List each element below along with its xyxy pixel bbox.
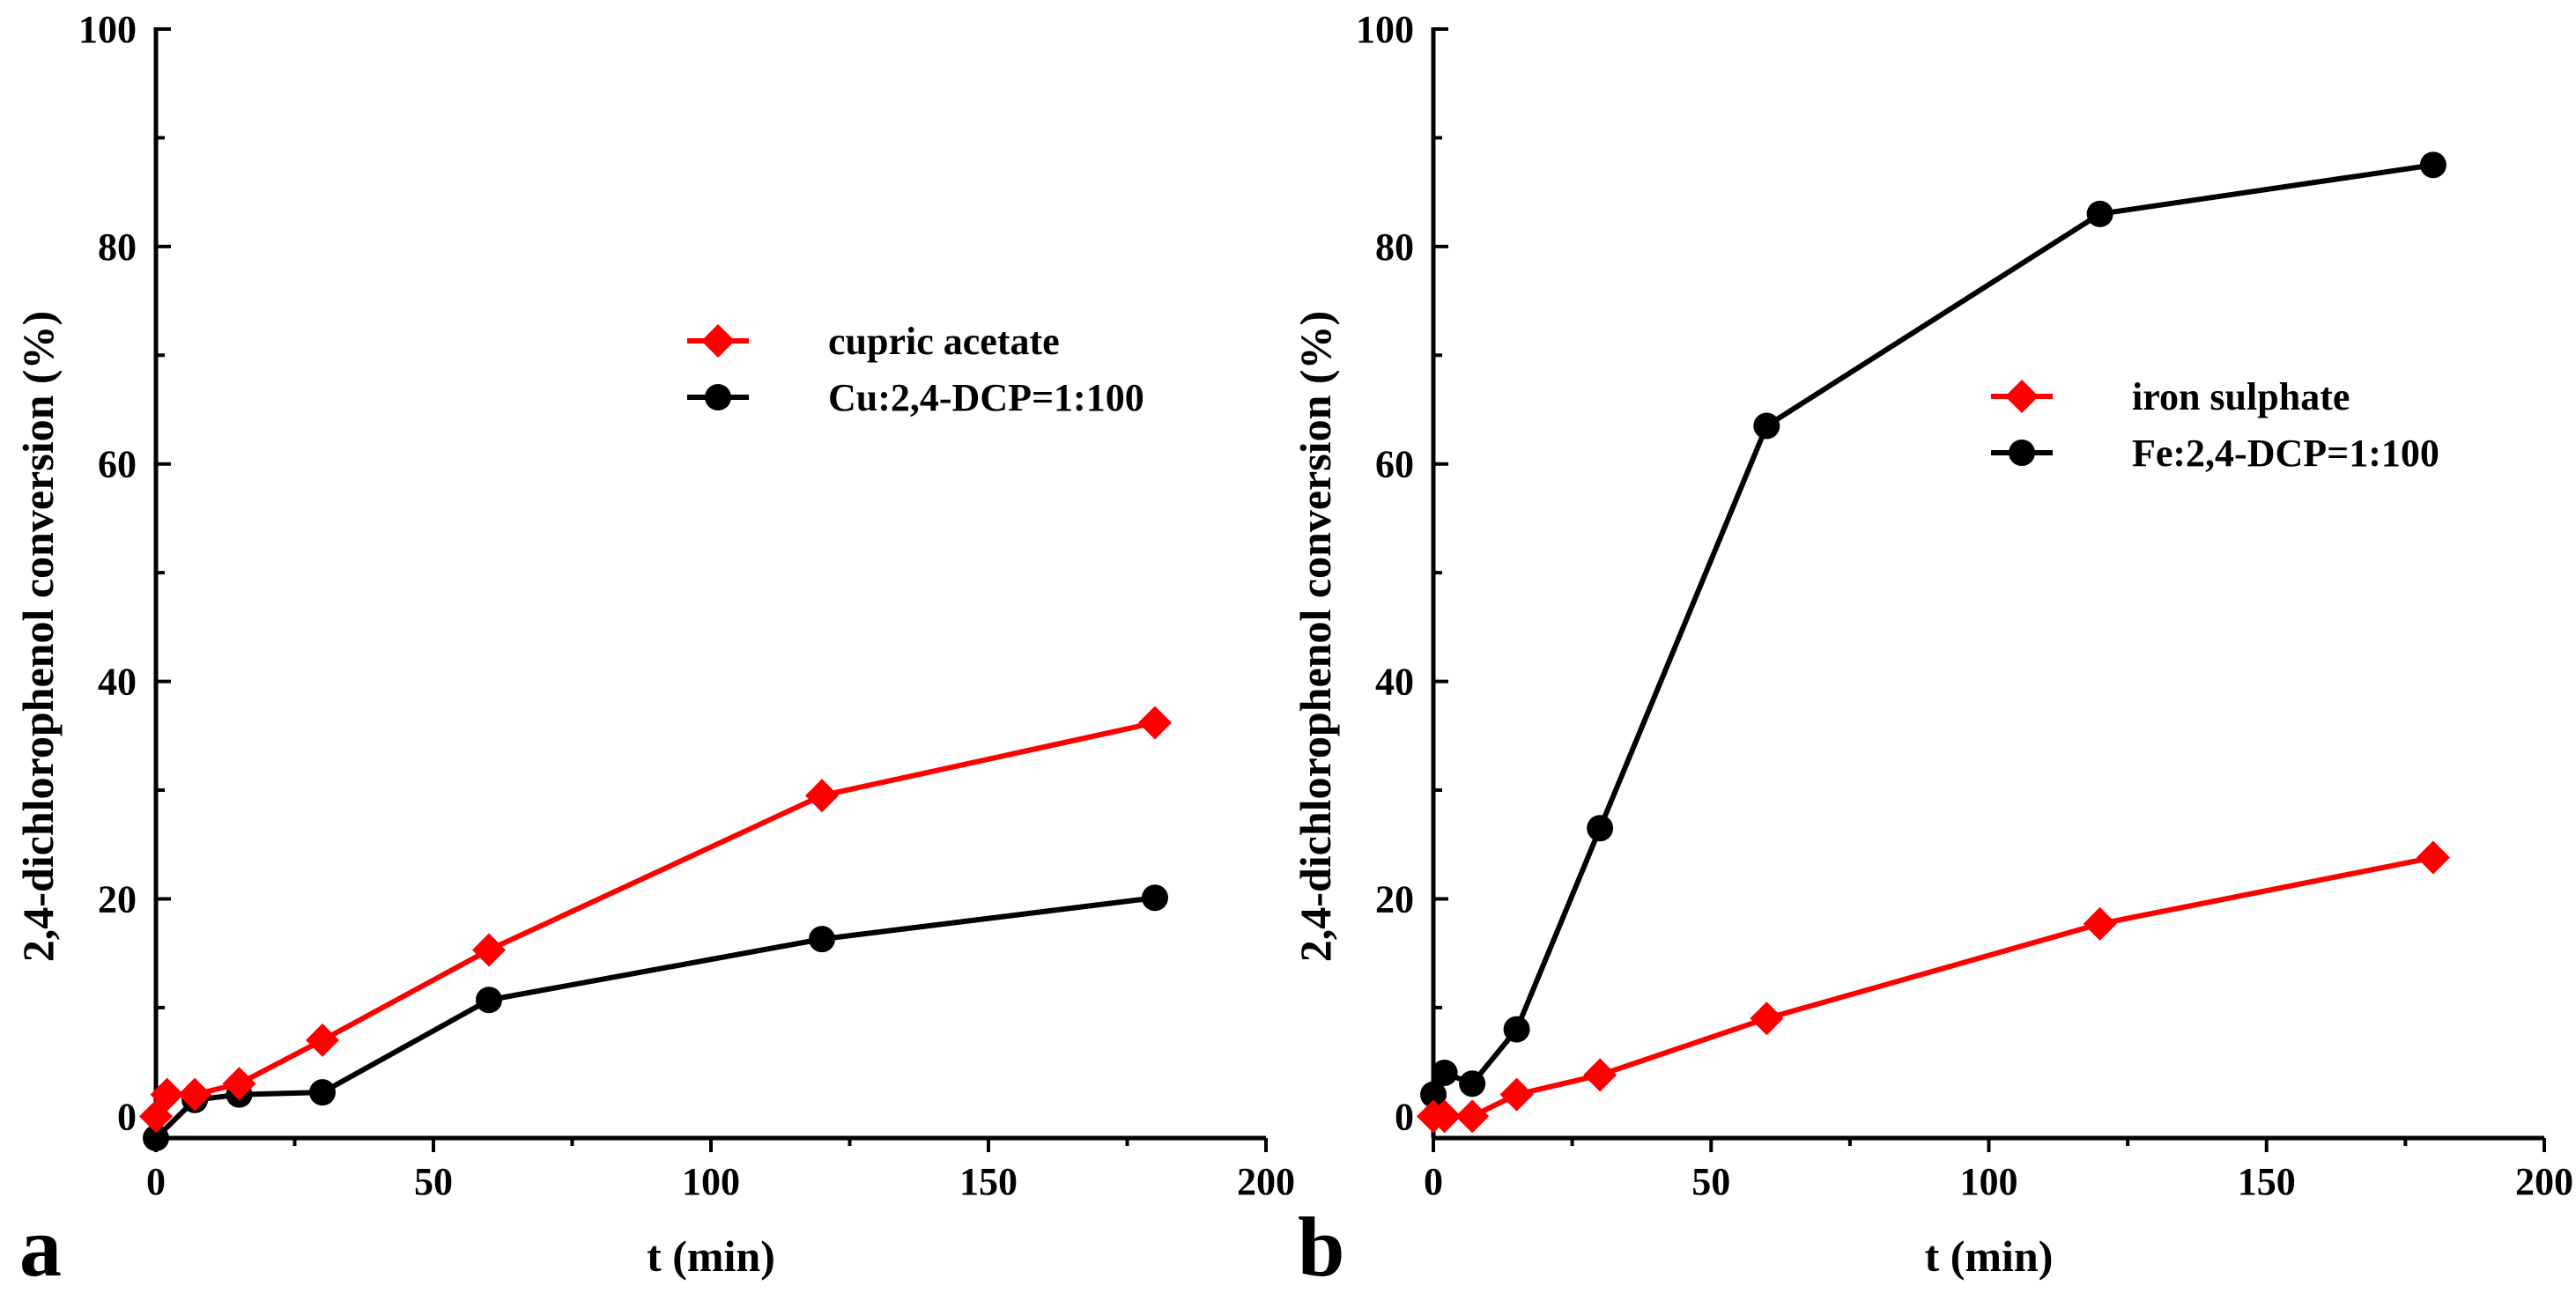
series-line-1	[1431, 162, 2434, 1096]
data-point-series-0	[2083, 906, 2117, 941]
y-tick-label: 40	[1375, 661, 1414, 704]
y-tick-label: 60	[98, 443, 137, 486]
data-point-series-1	[1142, 884, 1168, 912]
y-tick-label: 100	[78, 8, 137, 51]
data-point-series-0	[1455, 1099, 1490, 1134]
x-axis-title: t (min)	[647, 1231, 775, 1281]
data-point-series-1	[1503, 1016, 1530, 1043]
y-tick-label: 60	[1375, 443, 1414, 486]
data-point-series-0	[1427, 1099, 1462, 1134]
legend-marker-0	[2005, 380, 2039, 413]
y-tick-label: 100	[1356, 8, 1414, 51]
legend-marker-1	[2009, 440, 2035, 466]
y-tick-label: 0	[1395, 1095, 1414, 1138]
x-tick-label: 0	[146, 1160, 166, 1203]
x-tick-label: 100	[1960, 1160, 2018, 1203]
data-point-series-0	[2416, 840, 2450, 875]
x-axis-title: t (min)	[1925, 1231, 2054, 1281]
panel-letter: a	[19, 1200, 62, 1294]
data-point-series-0	[805, 779, 839, 813]
series-line-0	[153, 720, 1156, 1118]
data-point-series-0	[1583, 1058, 1617, 1092]
data-point-series-0	[1499, 1077, 1534, 1112]
x-tick-label: 50	[414, 1160, 453, 1203]
data-point-series-1	[1753, 412, 1780, 440]
y-tick-label: 80	[1375, 225, 1414, 269]
y-tick-label: 0	[117, 1095, 137, 1138]
panel-letter: b	[1298, 1200, 1344, 1294]
legend-label-0: iron sulphate	[2132, 375, 2350, 418]
data-point-series-0	[150, 1077, 184, 1112]
series-line-1	[153, 895, 1156, 1141]
y-axis-title: 2,4-dichlorophenol conversion (%)	[13, 311, 63, 962]
y-tick-label: 20	[1375, 877, 1414, 920]
y-tick-label: 80	[98, 225, 137, 269]
data-point-series-0	[178, 1077, 212, 1112]
data-point-series-0	[1750, 1002, 1784, 1036]
x-tick-label: 50	[1691, 1160, 1730, 1203]
chart-panel-a: 0 50 100 150 200 0 20 40 60 80 100 t (min) 2,4-dichl…	[13, 8, 1295, 1294]
data-point-series-0	[306, 1023, 339, 1057]
data-point-series-1	[2419, 152, 2446, 179]
x-tick-label: 200	[2515, 1160, 2573, 1203]
data-point-series-1	[1587, 815, 1614, 842]
data-point-series-1	[809, 926, 835, 953]
y-tick-label: 40	[98, 661, 137, 704]
data-point-series-0	[222, 1067, 256, 1101]
data-point-series-1	[143, 1125, 169, 1151]
legend-marker-0	[701, 324, 735, 358]
series-line-0	[1433, 854, 2434, 1120]
x-tick-label: 150	[959, 1160, 1018, 1203]
data-point-series-0	[472, 933, 506, 967]
data-point-series-1	[476, 987, 502, 1014]
y-axis-title: 2,4-dichlorophenol conversion (%)	[1291, 311, 1340, 962]
chart-panel-b: 0 50 100 150 200 0 20 40 60 80 100 t (min) 2,4-dichl…	[1291, 8, 2573, 1294]
legend-label-0: cupric acetate	[828, 320, 1060, 363]
x-tick-label: 150	[2238, 1160, 2296, 1203]
x-tick-label: 0	[1424, 1160, 1443, 1203]
legend-label-1: Fe:2,4-DCP=1:100	[2132, 432, 2439, 475]
data-point-series-0	[1138, 706, 1172, 740]
x-tick-label: 100	[682, 1160, 740, 1203]
data-point-series-1	[1431, 1059, 1458, 1086]
data-point-series-1	[1459, 1070, 1486, 1098]
data-point-series-1	[1420, 1081, 1447, 1108]
legend-label-1: Cu:2,4-DCP=1:100	[828, 376, 1144, 419]
data-point-series-1	[309, 1079, 336, 1106]
x-tick-label: 200	[1237, 1160, 1295, 1203]
legend-marker-1	[705, 384, 731, 410]
data-point-series-1	[2086, 200, 2113, 227]
y-tick-label: 20	[98, 877, 137, 920]
